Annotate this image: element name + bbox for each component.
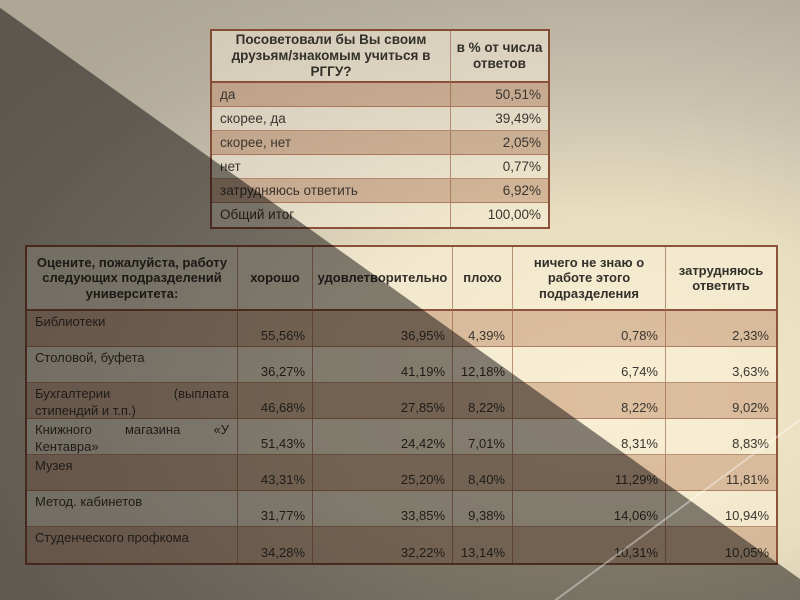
- value-cell: 3,63%: [666, 347, 776, 383]
- column-header-bad: плохо: [453, 247, 513, 311]
- value-cell: 51,43%: [238, 419, 313, 455]
- value-cell: 12,18%: [453, 347, 513, 383]
- value-cell: 24,42%: [313, 419, 453, 455]
- departments-question-header: Оцените, пожалуйста, работу следующих по…: [27, 247, 238, 311]
- recommend-survey-table: Посоветовали бы Вы своим друзьям/знакомы…: [210, 29, 550, 229]
- value-cell: 9,38%: [453, 491, 513, 527]
- column-header-difficult: затрудняюсь ответить: [666, 247, 776, 311]
- value-cell: 10,05%: [666, 527, 776, 563]
- row-label-cell: Общий итог: [212, 203, 451, 227]
- value-cell: 9,02%: [666, 383, 776, 419]
- row-label-cell: Бухгалтерии (выплата стипендий и т.п.): [27, 383, 238, 419]
- value-cell: 4,39%: [453, 311, 513, 347]
- column-header-good: хорошо: [238, 247, 313, 311]
- row-label-cell: Книжного магазина «У Кентавра»: [27, 419, 238, 455]
- row-label-cell: Студенческого профкома: [27, 527, 238, 563]
- value-cell: 25,20%: [313, 455, 453, 491]
- row-label-cell: скорее, да: [212, 107, 451, 131]
- value-cell: 14,06%: [513, 491, 666, 527]
- value-cell: 0,77%: [451, 155, 548, 179]
- row-label-cell: нет: [212, 155, 451, 179]
- value-cell: 36,95%: [313, 311, 453, 347]
- value-cell: 2,05%: [451, 131, 548, 155]
- departments-rating-table: Оцените, пожалуйста, работу следующих по…: [25, 245, 778, 565]
- value-cell: 2,33%: [666, 311, 776, 347]
- value-cell: 11,29%: [513, 455, 666, 491]
- value-cell: 31,77%: [238, 491, 313, 527]
- value-cell: 34,28%: [238, 527, 313, 563]
- value-cell: 27,85%: [313, 383, 453, 419]
- value-cell: 13,14%: [453, 527, 513, 563]
- value-cell: 41,19%: [313, 347, 453, 383]
- value-cell: 39,49%: [451, 107, 548, 131]
- row-label-cell: Метод. кабинетов: [27, 491, 238, 527]
- value-cell: 10,31%: [513, 527, 666, 563]
- value-cell: 6,92%: [451, 179, 548, 203]
- value-cell: 7,01%: [453, 419, 513, 455]
- value-cell: 43,31%: [238, 455, 313, 491]
- row-label-cell: Библиотеки: [27, 311, 238, 347]
- value-cell: 46,68%: [238, 383, 313, 419]
- value-cell: 100,00%: [451, 203, 548, 227]
- value-cell: 8,31%: [513, 419, 666, 455]
- value-cell: 36,27%: [238, 347, 313, 383]
- recommend-percent-header: в % от числа ответов: [451, 31, 548, 83]
- row-label-cell: Столовой, буфета: [27, 347, 238, 383]
- row-label-cell: да: [212, 83, 451, 107]
- column-header-dont-know: ничего не знаю о работе этого подразделе…: [513, 247, 666, 311]
- value-cell: 55,56%: [238, 311, 313, 347]
- row-label-cell: затрудняюсь ответить: [212, 179, 451, 203]
- value-cell: 33,85%: [313, 491, 453, 527]
- value-cell: 0,78%: [513, 311, 666, 347]
- recommend-question-header: Посоветовали бы Вы своим друзьям/знакомы…: [212, 31, 451, 83]
- row-label-cell: скорее, нет: [212, 131, 451, 155]
- value-cell: 8,40%: [453, 455, 513, 491]
- row-label-cell: Музея: [27, 455, 238, 491]
- value-cell: 32,22%: [313, 527, 453, 563]
- value-cell: 8,22%: [453, 383, 513, 419]
- value-cell: 8,83%: [666, 419, 776, 455]
- column-header-satisfactory: удовлетворительно: [313, 247, 453, 311]
- value-cell: 8,22%: [513, 383, 666, 419]
- value-cell: 11,81%: [666, 455, 776, 491]
- value-cell: 6,74%: [513, 347, 666, 383]
- value-cell: 10,94%: [666, 491, 776, 527]
- value-cell: 50,51%: [451, 83, 548, 107]
